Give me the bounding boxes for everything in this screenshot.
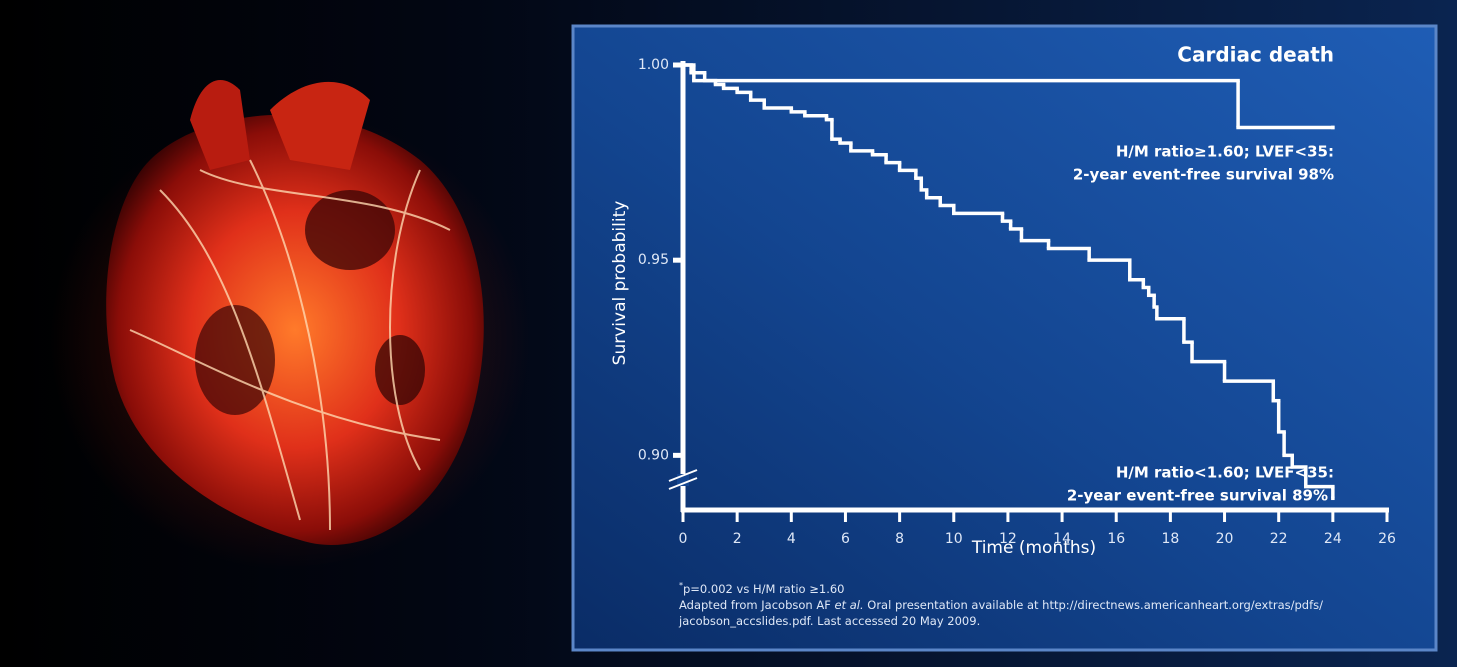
series-label-marker: * — [1329, 485, 1334, 495]
x-tick-label: 8 — [895, 531, 904, 547]
x-tick-label: 0 — [679, 531, 688, 547]
x-tick-label: 16 — [1107, 531, 1125, 547]
y-tick — [673, 453, 683, 458]
x-tick-label: 12 — [999, 531, 1017, 547]
y-tick — [673, 258, 683, 263]
x-tick-label: 20 — [1216, 531, 1234, 547]
y-axis-label: Survival probability — [610, 201, 630, 366]
source-text: Adapted from Jacobson AF — [679, 598, 834, 612]
series-label: 2-year event-free survival 89% — [1067, 487, 1328, 505]
x-tick-label: 6 — [841, 531, 850, 547]
page: Cardiac death Time (months) Survival pro… — [0, 0, 1457, 667]
x-tick-label: 10 — [945, 531, 963, 547]
x-tick-label: 26 — [1378, 531, 1396, 547]
x-axis-label: Time (months) — [971, 538, 1096, 558]
footnote: *p=0.002 vs H/M ratio ≥1.60 — [679, 578, 1419, 597]
chart-title: Cardiac death — [1177, 43, 1334, 67]
y-tick-label: 1.00 — [638, 57, 669, 73]
chart: Cardiac death Time (months) Survival pro… — [0, 0, 1457, 667]
series-name: H/M ratio≥1.60; LVEF<35: — [1116, 143, 1334, 161]
x-tick-label: 22 — [1270, 531, 1288, 547]
source-note: Adapted from Jacobson AF et al. Oral pre… — [679, 597, 1419, 629]
source-italic: et al. — [834, 598, 863, 612]
x-tick-label: 4 — [787, 531, 796, 547]
footnote-text: p=0.002 vs H/M ratio ≥1.60 — [683, 582, 844, 596]
series-label: 2-year event-free survival 98% — [1073, 166, 1334, 184]
x-tick-label: 2 — [733, 531, 742, 547]
x-tick-label: 14 — [1053, 531, 1071, 547]
y-tick-label: 0.90 — [638, 447, 669, 463]
x-tick-label: 24 — [1324, 531, 1342, 547]
x-tick-label: 18 — [1161, 531, 1179, 547]
source-text: jacobson_accslides.pdf. Last accessed 20… — [679, 614, 980, 628]
footnotes: *p=0.002 vs H/M ratio ≥1.60 Adapted from… — [679, 578, 1419, 629]
y-tick-label: 0.95 — [638, 252, 669, 268]
series-name: H/M ratio<1.60; LVEF<35: — [1116, 464, 1334, 482]
source-text: Oral presentation available at http://di… — [864, 598, 1323, 612]
